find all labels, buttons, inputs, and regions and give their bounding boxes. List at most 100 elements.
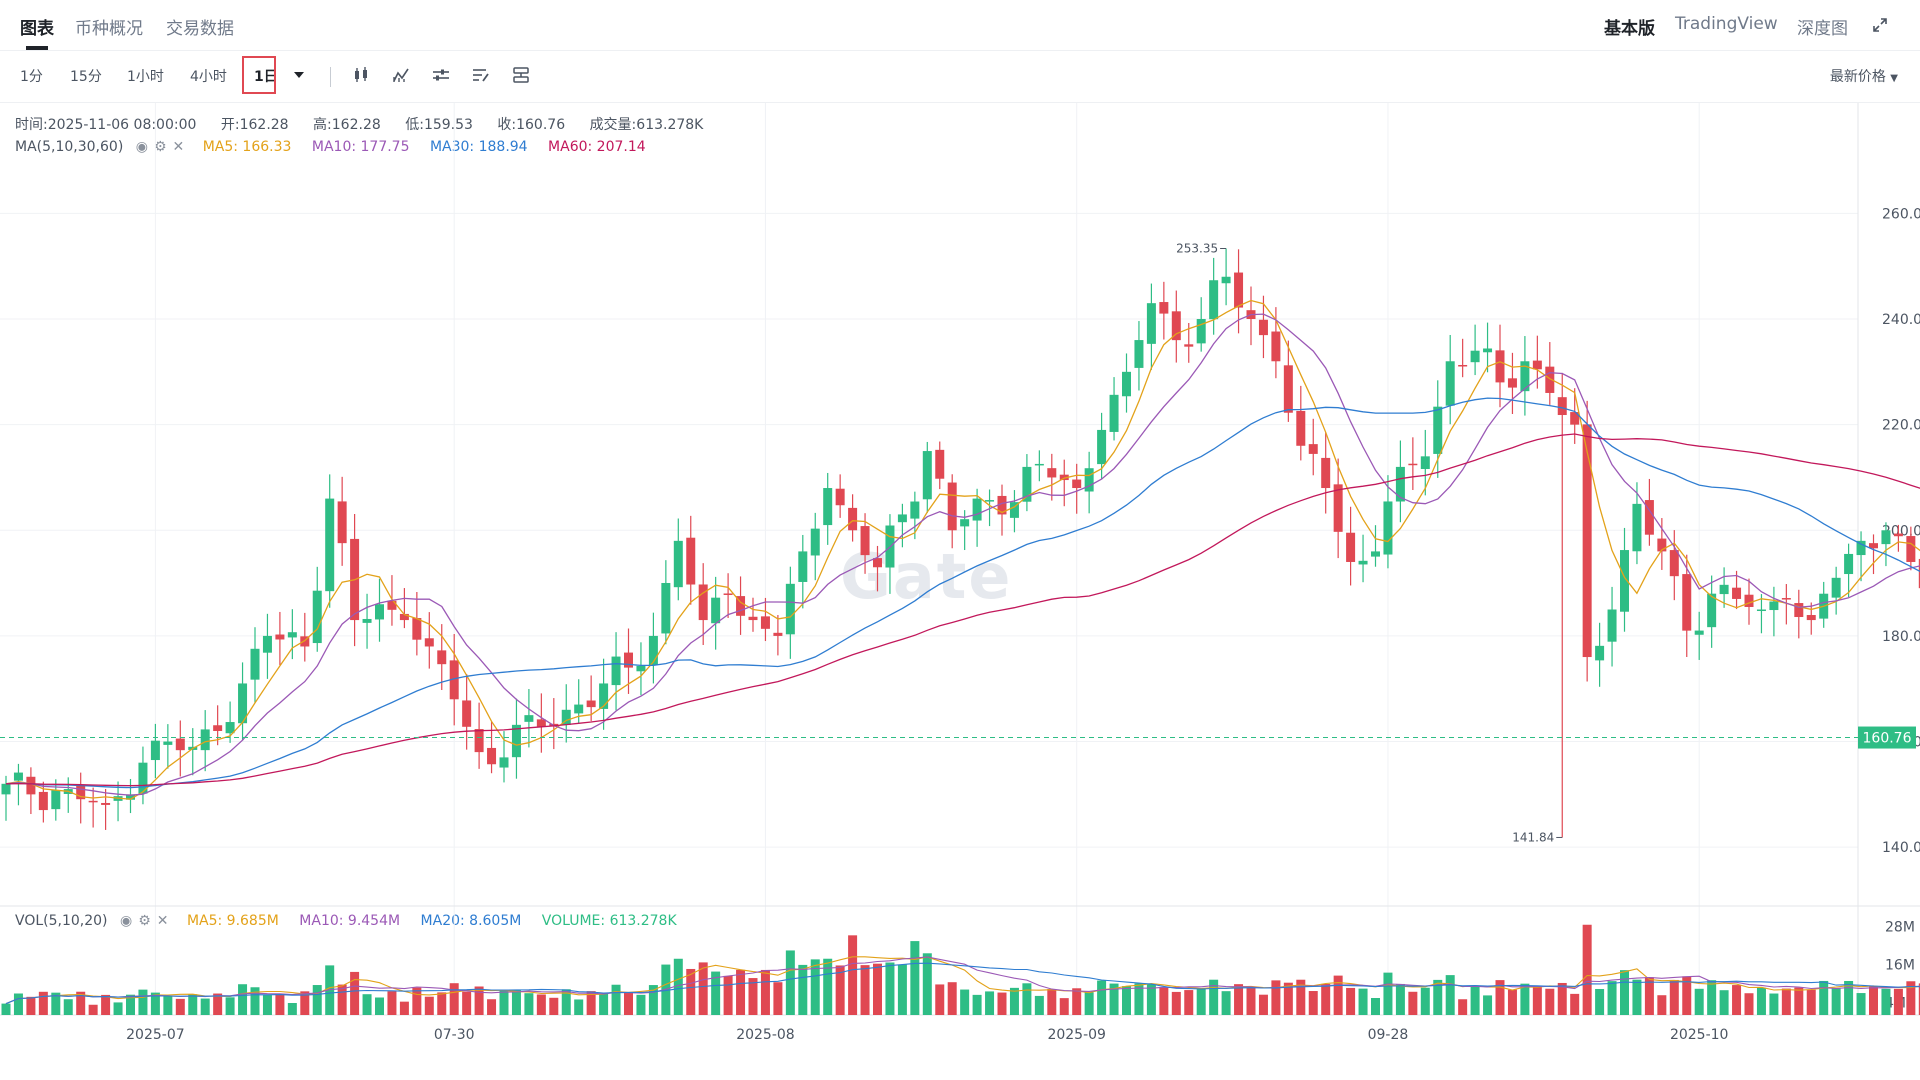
eye-icon[interactable]: ◉ <box>135 139 154 155</box>
volume-bar <box>997 992 1007 1015</box>
volume-bar <box>1445 975 1455 1015</box>
candle-body <box>748 616 758 621</box>
candle-body <box>325 498 335 592</box>
vol-ma20-value: MA20: 8.605M <box>420 913 522 929</box>
volume-bar <box>1383 972 1393 1015</box>
volume-bar <box>300 991 310 1015</box>
candle-body <box>1794 603 1804 618</box>
candle-body <box>1644 500 1654 535</box>
volume-bar <box>150 992 160 1015</box>
candle-body <box>1358 560 1368 565</box>
view-basic[interactable]: 基本版 <box>1604 19 1655 39</box>
price-axis-label: 140.00 <box>1882 840 1920 856</box>
volume-bar <box>188 994 198 1015</box>
volume-bar <box>848 935 858 1015</box>
close-icon[interactable]: ✕ <box>156 913 175 929</box>
candle-body <box>1607 609 1617 642</box>
candle-body <box>1483 348 1493 353</box>
settings-icon[interactable]: ⚙ <box>153 139 173 155</box>
candle-body <box>586 700 596 708</box>
candle-body <box>860 526 870 556</box>
timeframe-dropdown-icon[interactable] <box>293 71 305 79</box>
volume-ma-line <box>5 956 1920 1005</box>
candle-body <box>1271 331 1281 362</box>
volume-bar <box>1246 987 1256 1015</box>
volume-bar <box>1532 987 1542 1015</box>
timeframe-1h[interactable]: 1小时 <box>127 69 164 85</box>
tab-trading-data[interactable]: 交易数据 <box>166 19 234 39</box>
volume-bar <box>1831 988 1841 1015</box>
candle-type-icon[interactable] <box>352 66 370 84</box>
volume-bar <box>1358 988 1368 1015</box>
candle-body <box>1682 574 1692 631</box>
high-value: 162.28 <box>331 117 381 133</box>
candle-body <box>200 729 210 751</box>
volume-bar <box>636 994 646 1015</box>
volume-bar <box>1694 988 1704 1015</box>
fullscreen-icon[interactable] <box>1872 17 1888 33</box>
candle-body <box>1669 550 1679 577</box>
time-axis-label: 2025-08 <box>736 1027 795 1043</box>
time-value: 2025-11-06 08:00:00 <box>47 117 197 133</box>
candle-body <box>1906 536 1916 562</box>
candle-body <box>1545 366 1555 393</box>
view-tradingview[interactable]: TradingView <box>1675 14 1778 34</box>
candle-body <box>213 725 223 731</box>
volume-bar <box>873 963 882 1015</box>
volume-bar <box>1296 979 1306 1015</box>
candle-body <box>1022 466 1032 502</box>
view-depth-chart[interactable]: 深度图 <box>1797 19 1848 39</box>
price-type-label: 最新价格 <box>1829 69 1886 85</box>
candle-body <box>1445 361 1455 406</box>
candle-body <box>238 683 248 724</box>
volume-bar <box>1918 983 1920 1015</box>
timeframe-1m[interactable]: 1分 <box>20 69 43 85</box>
indicator-icon[interactable] <box>392 66 410 84</box>
eye-icon[interactable]: ◉ <box>119 913 139 929</box>
volume-bar <box>1794 987 1804 1015</box>
candle-body <box>462 700 472 727</box>
draw-tools-icon[interactable] <box>472 66 490 84</box>
layout-icon[interactable] <box>512 66 530 84</box>
volume-bar <box>275 993 285 1015</box>
volume-bar <box>1308 991 1318 1015</box>
volume-bar <box>38 991 48 1015</box>
volume-bar <box>113 1002 123 1015</box>
settings-icon[interactable]: ⚙ <box>138 913 157 929</box>
candle-body <box>1146 303 1156 344</box>
candle-body <box>1657 538 1667 552</box>
volume-value: 613.278K <box>636 117 704 133</box>
volume-bar <box>1520 983 1530 1015</box>
volume-bar <box>1271 980 1281 1015</box>
tab-coin-overview[interactable]: 币种概况 <box>75 19 143 39</box>
volume-bar <box>337 984 347 1015</box>
low-label: 低: <box>405 117 424 133</box>
candle-body <box>225 722 235 734</box>
timeframe-15m[interactable]: 15分 <box>70 69 102 85</box>
settings-sliders-icon[interactable] <box>432 66 450 84</box>
candle-body <box>13 772 23 781</box>
volume-axis-label: 28M <box>1885 919 1915 935</box>
kline-chart[interactable]: 140.00160.00180.00200.00220.00240.00260.… <box>0 103 1920 1080</box>
price-axis-label: 180.00 <box>1882 629 1920 645</box>
timeframe-4h[interactable]: 4小时 <box>190 69 227 85</box>
candle-body <box>1694 630 1704 635</box>
close-icon[interactable]: ✕ <box>172 139 191 155</box>
candle-body <box>1 783 11 795</box>
candle-body <box>449 660 459 700</box>
price-type-select[interactable]: 最新价格 ▼ <box>1830 66 1898 86</box>
timeframe-1d[interactable]: 1日 <box>254 69 278 85</box>
volume-bar <box>1433 979 1443 1015</box>
vol-ma5-value: MA5: 9.685M <box>186 913 279 929</box>
tab-chart[interactable]: 图表 <box>20 19 54 39</box>
volume-bar <box>350 971 360 1015</box>
candle-body <box>673 540 683 588</box>
open-label: 开: <box>220 117 240 133</box>
vol-indicator-name: VOL(5,10,20) <box>15 913 108 929</box>
volume-bar <box>1 1003 11 1015</box>
candle-body <box>798 551 808 582</box>
ma-line-ma5 <box>5 299 1920 800</box>
volume-bar <box>1707 980 1717 1015</box>
candle-body <box>1283 365 1293 413</box>
candle-body <box>947 482 957 531</box>
